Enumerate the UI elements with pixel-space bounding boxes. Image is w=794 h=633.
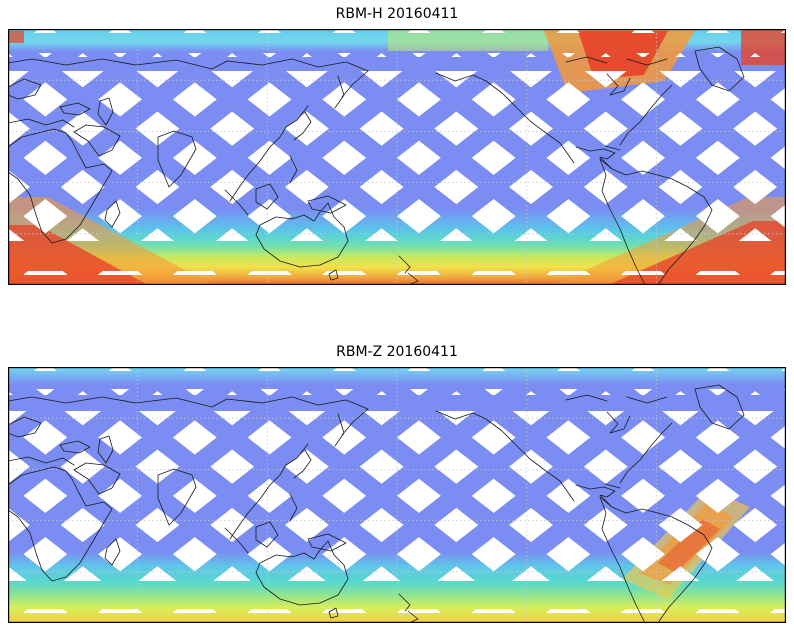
map-rbm-z: [8, 367, 786, 623]
graticule: [8, 367, 786, 623]
graticule: [8, 29, 786, 285]
map-frame: [8, 367, 786, 623]
panel-title-rbm-h: RBM-H 20160411: [335, 6, 459, 22]
panel-title-rbm-z: RBM-Z 20160411: [336, 344, 458, 360]
map-frame: [8, 29, 786, 285]
coastlines: [8, 384, 745, 623]
map-rbm-h: [8, 29, 786, 285]
coastlines: [8, 46, 745, 285]
